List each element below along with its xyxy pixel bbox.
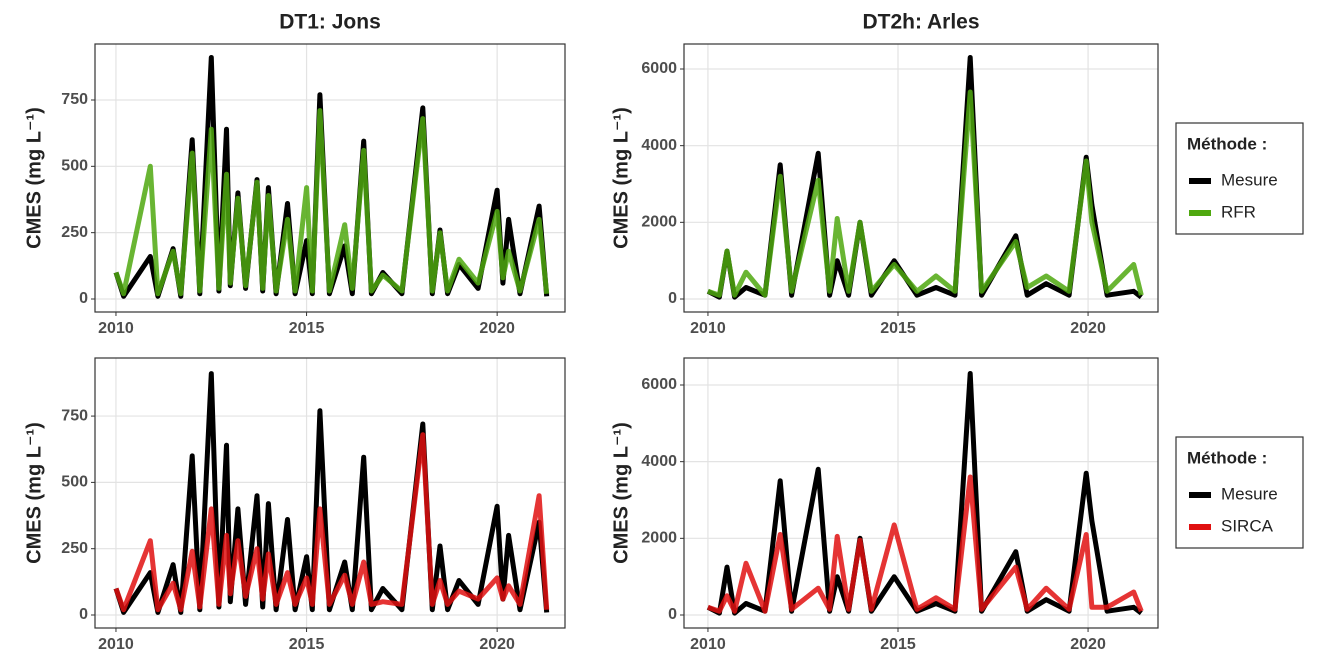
y-tick-label: 2000 xyxy=(641,530,677,547)
series-line xyxy=(706,371,1143,616)
x-tick-label: 2020 xyxy=(479,636,515,653)
y-tick-label: 4000 xyxy=(641,453,677,470)
y-tick-label: 2000 xyxy=(641,214,677,231)
x-tick-label: 2015 xyxy=(880,636,916,653)
y-tick-label: 500 xyxy=(61,474,88,491)
x-tick-label: 2015 xyxy=(289,636,325,653)
x-tick-label: 2010 xyxy=(690,636,726,653)
y-tick-label: 6000 xyxy=(641,376,677,393)
y-tick-label: 0 xyxy=(668,290,677,307)
series-line xyxy=(113,432,550,613)
y-tick-label: 750 xyxy=(61,91,88,108)
x-tick-label: 2020 xyxy=(479,320,515,337)
panel-title: DT2h: Arles xyxy=(862,11,979,34)
x-tick-label: 2015 xyxy=(880,320,916,337)
y-tick-label: 4000 xyxy=(641,137,677,154)
y-axis-label: CMES (mg L⁻¹) xyxy=(610,422,632,564)
y-tick-label: 0 xyxy=(79,290,88,307)
x-tick-label: 2010 xyxy=(98,320,134,337)
panel-border xyxy=(683,43,1159,313)
x-tick-label: 2010 xyxy=(690,320,726,337)
legend-title: Méthode : xyxy=(1187,448,1267,467)
y-tick-label: 750 xyxy=(61,407,88,424)
y-axis-label: CMES (mg L⁻¹) xyxy=(23,422,45,564)
y-tick-label: 250 xyxy=(61,540,88,557)
y-axis-label: CMES (mg L⁻¹) xyxy=(610,107,632,249)
series-line xyxy=(113,371,550,615)
series-line xyxy=(707,474,1144,614)
panel-border xyxy=(683,357,1159,629)
legend-title: Méthode : xyxy=(1187,134,1267,153)
legend-label: Mesure xyxy=(1221,484,1278,503)
y-tick-label: 0 xyxy=(79,606,88,623)
legend-label: Mesure xyxy=(1221,170,1278,189)
series-line xyxy=(706,55,1143,300)
series-line xyxy=(113,108,550,297)
x-tick-label: 2015 xyxy=(289,320,325,337)
y-tick-label: 6000 xyxy=(641,60,677,77)
series-line xyxy=(707,89,1144,298)
y-axis-label: CMES (mg L⁻¹) xyxy=(23,107,45,249)
legend-label: SIRCA xyxy=(1221,516,1274,535)
x-tick-label: 2020 xyxy=(1070,636,1106,653)
x-tick-label: 2010 xyxy=(98,636,134,653)
y-tick-label: 250 xyxy=(61,224,88,241)
panel-border xyxy=(94,43,566,313)
y-tick-label: 0 xyxy=(668,606,677,623)
x-tick-label: 2020 xyxy=(1070,320,1106,337)
y-tick-label: 500 xyxy=(61,158,88,175)
legend-label: RFR xyxy=(1221,202,1256,221)
panel-title: DT1: Jons xyxy=(279,11,381,34)
panel-border xyxy=(94,357,566,629)
